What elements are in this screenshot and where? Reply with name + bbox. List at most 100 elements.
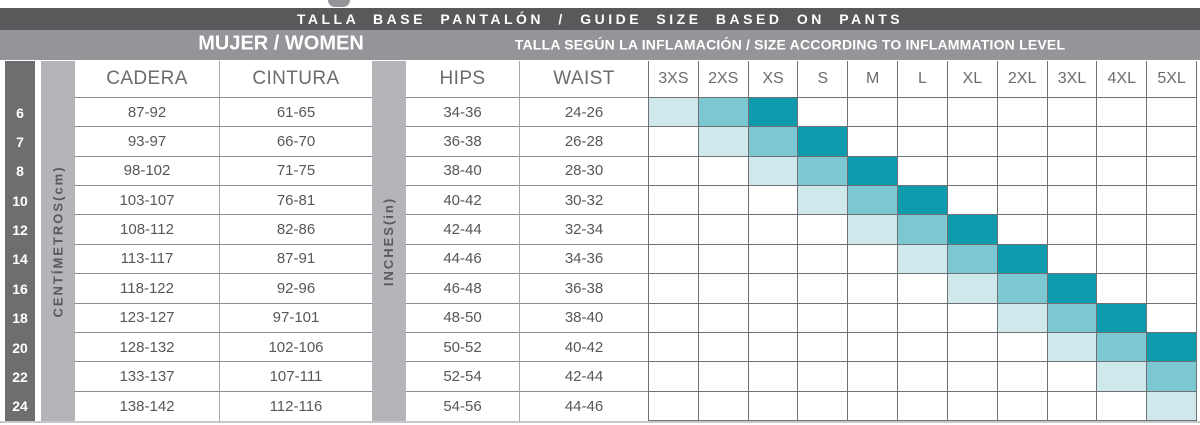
- grid-cell-14-2xl: [997, 244, 1048, 275]
- grid-cell-10-2xs: [698, 186, 749, 216]
- grid-cell-14-5xl: [1147, 244, 1197, 275]
- grid-cell-20-5xl: [1147, 332, 1197, 363]
- grid-cell-6-2xl: [997, 98, 1048, 128]
- grid-cell-8-3xs: [649, 156, 699, 187]
- grid-cell-22-5xl: [1147, 362, 1197, 392]
- row-size-label: 22: [12, 368, 28, 385]
- grid-cell-14-xl: [947, 244, 998, 275]
- waist-column-header: WAIST: [520, 61, 648, 98]
- grid-cell-20-l: [898, 332, 948, 363]
- grid-cell-10-m: [848, 186, 899, 216]
- grid-cell-24-xl: [947, 391, 998, 421]
- grid-cell-18-5xl: [1147, 303, 1197, 333]
- size-header-xs: XS: [748, 61, 799, 98]
- grid-cell-24-xs: [748, 391, 799, 421]
- grid-cell-6-3xs: [649, 98, 699, 128]
- row-size-label: 10: [12, 192, 28, 209]
- waist-value: 36-38: [520, 274, 648, 304]
- grid-cell-7-3xs: [649, 127, 699, 157]
- waist-value: 44-46: [564, 397, 604, 415]
- grid-cell-20-m: [848, 332, 899, 363]
- grid-cell-7-xs: [748, 127, 799, 157]
- row-size-label: 8: [16, 163, 24, 180]
- grid-cell-16-3xs: [649, 274, 699, 304]
- grid-cell-22-2xs: [698, 362, 749, 392]
- grid-cell-24-4xl: [1097, 391, 1148, 421]
- row-size-label: 20: [12, 339, 28, 356]
- cadera-value: 87-92: [75, 98, 220, 128]
- cadera-value: 93-97: [75, 127, 220, 157]
- grid-cell-6-4xl: [1097, 98, 1148, 128]
- page-title: TALLA BASE PANTALÓN / GUIDE SIZE BASED O…: [296, 11, 904, 27]
- grid-cell-20-3xl: [1047, 332, 1098, 363]
- grid-cell-10-3xs: [649, 186, 699, 216]
- grid-cell-16-2xs: [698, 274, 749, 304]
- grid-cell-12-4xl: [1097, 215, 1148, 245]
- grid-cell-8-xs: [748, 156, 799, 187]
- size-header-l: L: [898, 61, 948, 98]
- grid-cell-7-4xl: [1097, 127, 1148, 157]
- grid-cell-24-3xs: [649, 391, 699, 421]
- size-header-2xl: 2XL: [997, 61, 1048, 98]
- grid-cell-22-xs: [748, 362, 799, 392]
- cadera-value: 123-127: [75, 303, 220, 333]
- cintura-value: 71-75: [220, 157, 372, 187]
- grid-cell-8-xl: [947, 156, 998, 187]
- hips-value: 40-42: [406, 186, 520, 216]
- cadera-value: 128-132: [75, 332, 220, 363]
- bottom-divider: [0, 421, 1200, 423]
- grid-cell-24-5xl: [1147, 391, 1197, 421]
- grid-cell-14-4xl: [1097, 244, 1148, 275]
- grid-cell-10-s: [798, 186, 849, 216]
- grid-cell-20-xs: [748, 332, 799, 363]
- hips-value: 44-46: [406, 244, 520, 275]
- grid-cell-16-xs: [748, 274, 799, 304]
- grid-cell-14-s: [798, 244, 849, 275]
- grid-cell-14-l: [898, 244, 948, 275]
- grid-cell-18-3xs: [649, 303, 699, 333]
- grid-cell-12-3xl: [1047, 215, 1098, 245]
- grid-cell-7-2xs: [698, 127, 749, 157]
- grid-cell-8-s: [798, 156, 849, 187]
- cm-table: CADERA CINTURA 87-92 61-65 93-97 66-70 98-10…: [75, 61, 372, 421]
- grid-cell-20-2xs: [698, 332, 749, 363]
- grid-cell-18-l: [898, 303, 948, 333]
- grid-cell-18-4xl: [1097, 303, 1148, 333]
- cadera-value: 118-122: [75, 274, 220, 304]
- cadera-value: 98-102: [75, 156, 220, 187]
- grid-cell-20-2xl: [997, 332, 1048, 363]
- grid-cell-7-m: [848, 127, 899, 157]
- hips-value: 34-36: [406, 98, 520, 128]
- cintura-value: 97-101: [220, 304, 372, 333]
- hips-value: 38-40: [406, 156, 520, 187]
- hips-value: 50-52: [406, 332, 520, 363]
- grid-cell-12-3xs: [649, 215, 699, 245]
- waist-value: 40-42: [520, 333, 648, 363]
- grid-cell-14-xs: [748, 244, 799, 275]
- cintura-value: 76-81: [220, 186, 372, 216]
- grid-cell-12-2xs: [698, 215, 749, 245]
- grid-cell-20-xl: [947, 332, 998, 363]
- grid-cell-7-s: [798, 127, 849, 157]
- hips-value: 54-56: [406, 391, 520, 421]
- grid-cell-24-2xs: [698, 391, 749, 421]
- grid-cell-12-xl: [947, 215, 998, 245]
- size-header-4xl: 4XL: [1097, 61, 1148, 98]
- grid-cell-22-3xs: [649, 362, 699, 392]
- grid-cell-24-2xl: [997, 391, 1048, 421]
- grid-cell-20-s: [798, 332, 849, 363]
- grid-cell-7-3xl: [1047, 127, 1098, 157]
- cintura-value: 92-96: [220, 274, 372, 304]
- grid-cell-22-4xl: [1097, 362, 1148, 392]
- grid-cell-7-5xl: [1147, 127, 1197, 157]
- row-size-label: 16: [12, 280, 28, 297]
- title-bar: TALLA BASE PANTALÓN / GUIDE SIZE BASED O…: [0, 8, 1200, 30]
- inches-table: HIPS WAIST 34-36 24-26 36-38 26-28 38-40 28-3…: [406, 61, 648, 421]
- cintura-value: 102-106: [220, 333, 372, 363]
- subtitle-bar: MUJER / WOMEN TALLA SEGÚN LA INFLAMACIÓN…: [0, 30, 1200, 60]
- cintura-value: 61-65: [220, 98, 372, 128]
- cadera-value: 108-112: [75, 215, 220, 245]
- grid-cell-8-5xl: [1147, 156, 1197, 187]
- grid-cell-18-2xs: [698, 303, 749, 333]
- grid-cell-18-3xl: [1047, 303, 1098, 333]
